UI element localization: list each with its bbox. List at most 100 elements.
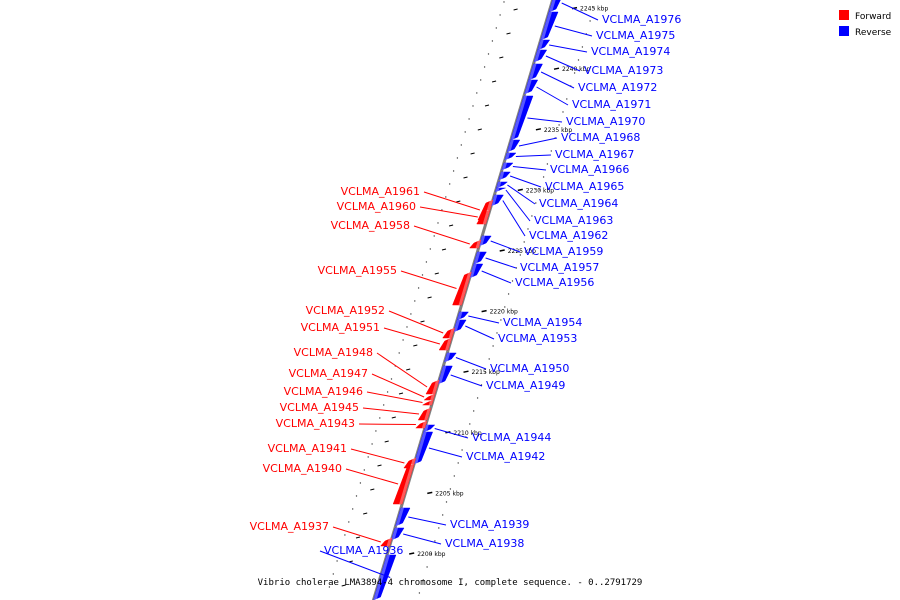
gene-label[interactable]: VCLMA_A1938 <box>445 537 524 550</box>
gene-vclma-a1965[interactable] <box>498 171 511 181</box>
gene-label[interactable]: VCLMA_A1957 <box>520 261 599 274</box>
gene-leader-line <box>366 391 423 403</box>
legend-swatch-forward <box>839 10 849 20</box>
gene-label[interactable]: VCLMA_A1959 <box>524 245 603 258</box>
gene-label[interactable]: VCLMA_A1973 <box>584 64 663 77</box>
gene-label[interactable]: VCLMA_A1965 <box>545 180 624 193</box>
gene-label[interactable]: VCLMA_A1968 <box>561 131 640 144</box>
gene-label[interactable]: VCLMA_A1947 <box>289 367 368 380</box>
gene-vclma-a1966[interactable] <box>501 162 514 171</box>
gene-vclma-a1946[interactable] <box>421 399 434 406</box>
gene-vclma-a1954[interactable] <box>456 311 470 321</box>
gene-label[interactable]: VCLMA_A1954 <box>503 316 582 329</box>
gene-vclma-a1945[interactable] <box>417 407 432 421</box>
gene-label[interactable]: VCLMA_A1961 <box>341 185 420 198</box>
gene-label[interactable]: VCLMA_A1936 <box>324 544 403 557</box>
gene-label[interactable]: VCLMA_A1945 <box>280 401 359 414</box>
gene-leader-line <box>554 25 593 37</box>
gene-label[interactable]: VCLMA_A1976 <box>602 13 681 26</box>
legend-swatch-reverse <box>839 26 849 36</box>
gene-vclma-a1952[interactable] <box>442 327 456 339</box>
gene-label[interactable]: VCLMA_A1956 <box>515 276 594 289</box>
gene-label[interactable]: VCLMA_A1941 <box>268 442 347 455</box>
gene-leader-line <box>468 315 500 324</box>
gene-label[interactable]: VCLMA_A1962 <box>529 229 608 242</box>
gene-label[interactable]: VCLMA_A1952 <box>306 304 385 317</box>
gene-label[interactable]: VCLMA_A1944 <box>472 431 551 444</box>
gene-vclma-a1971[interactable] <box>524 79 539 95</box>
gene-label[interactable]: VCLMA_A1967 <box>555 148 634 161</box>
gene-label[interactable]: VCLMA_A1974 <box>591 45 670 58</box>
gene-label[interactable]: VCLMA_A1950 <box>490 362 569 375</box>
gene-leader-line <box>319 550 391 578</box>
gene-leader-line <box>428 447 463 458</box>
gene-vclma-a1968[interactable] <box>506 139 521 153</box>
gene-vclma-a1947[interactable] <box>423 393 436 401</box>
gene-label[interactable]: VCLMA_A1958 <box>331 219 410 232</box>
gene-vclma-a1950[interactable] <box>444 352 457 363</box>
gene-label[interactable]: VCLMA_A1948 <box>294 346 373 359</box>
gene-label[interactable]: VCLMA_A1971 <box>572 98 651 111</box>
gene-vclma-a1942[interactable] <box>413 431 434 465</box>
gene-vclma-a1975[interactable] <box>540 11 559 41</box>
gene-vclma-a1964[interactable] <box>496 181 508 189</box>
gene-label[interactable]: VCLMA_A1966 <box>550 163 629 176</box>
gene-vclma-a1949[interactable] <box>437 365 453 385</box>
gene-label[interactable]: VCLMA_A1949 <box>486 379 565 392</box>
gene-vclma-a1974[interactable] <box>537 39 551 51</box>
gene-label[interactable]: VCLMA_A1946 <box>284 385 363 398</box>
gene-vclma-a1970[interactable] <box>510 95 534 141</box>
gene-label[interactable]: VCLMA_A1964 <box>539 197 618 210</box>
gene-vclma-a1967[interactable] <box>504 152 517 161</box>
gene-label[interactable]: VCLMA_A1972 <box>578 81 657 94</box>
gene-label[interactable]: VCLMA_A1940 <box>263 462 342 475</box>
gene-vclma-a1939[interactable] <box>395 507 411 527</box>
gene-vclma-a1963[interactable] <box>494 187 506 193</box>
gene-vclma-a1948[interactable] <box>425 379 440 395</box>
scale-tick-label: 2200 kbp <box>417 551 445 558</box>
gene-label[interactable]: VCLMA_A1955 <box>318 264 397 277</box>
gene-vclma-a1943[interactable] <box>415 420 428 429</box>
gene-label[interactable]: VCLMA_A1937 <box>250 520 329 533</box>
gene-vclma-a1937[interactable] <box>380 537 393 547</box>
gene-leader-line <box>434 428 469 439</box>
gene-vclma-a1973[interactable] <box>533 49 548 63</box>
gene-vclma-a1958[interactable] <box>469 239 482 249</box>
gene-leader-line <box>371 373 425 398</box>
gene-label[interactable]: VCLMA_A1943 <box>276 417 355 430</box>
gene-label[interactable]: VCLMA_A1942 <box>466 450 545 463</box>
gene-vclma-a1944[interactable] <box>423 424 436 433</box>
gene-leader-line <box>527 117 563 123</box>
gene-label[interactable]: VCLMA_A1975 <box>596 29 675 42</box>
gene-vclma-a1960[interactable] <box>476 209 491 225</box>
gene-vclma-a1938[interactable] <box>391 527 405 541</box>
gene-label[interactable]: VCLMA_A1939 <box>450 518 529 531</box>
gene-vclma-a1936[interactable] <box>373 554 397 600</box>
gene-label[interactable]: VCLMA_A1951 <box>301 321 380 334</box>
gene-leader-line <box>455 357 487 370</box>
scale-tick-label: 2235 kbp <box>544 127 572 134</box>
gene-leader-line <box>376 352 428 388</box>
gene-leader-line <box>507 184 536 205</box>
gene-leader-line <box>509 175 542 188</box>
gene-vclma-a1957[interactable] <box>473 251 487 265</box>
gene-vclma-a1955[interactable] <box>452 271 472 306</box>
gene-leader-line <box>403 533 442 545</box>
gene-leader-line <box>549 44 588 53</box>
gene-leader-line <box>465 325 495 340</box>
gene-label[interactable]: VCLMA_A1953 <box>498 332 577 345</box>
gene-vclma-a1940[interactable] <box>392 463 415 505</box>
gene-vclma-a1951[interactable] <box>438 337 453 351</box>
gene-vclma-a1976[interactable] <box>548 0 563 13</box>
gene-label[interactable]: VCLMA_A1960 <box>337 200 416 213</box>
gene-leader-line <box>536 86 569 106</box>
gene-label[interactable]: VCLMA_A1963 <box>534 214 613 227</box>
gene-vclma-a1972[interactable] <box>528 63 543 81</box>
gene-leader-line <box>518 137 558 147</box>
scale-tick-label: 2225 kbp <box>508 248 536 255</box>
gene-label[interactable]: VCLMA_A1970 <box>566 115 645 128</box>
gene-leader-line <box>515 154 552 157</box>
gene-leader-line <box>490 240 521 253</box>
gene-leader-line <box>400 270 457 289</box>
